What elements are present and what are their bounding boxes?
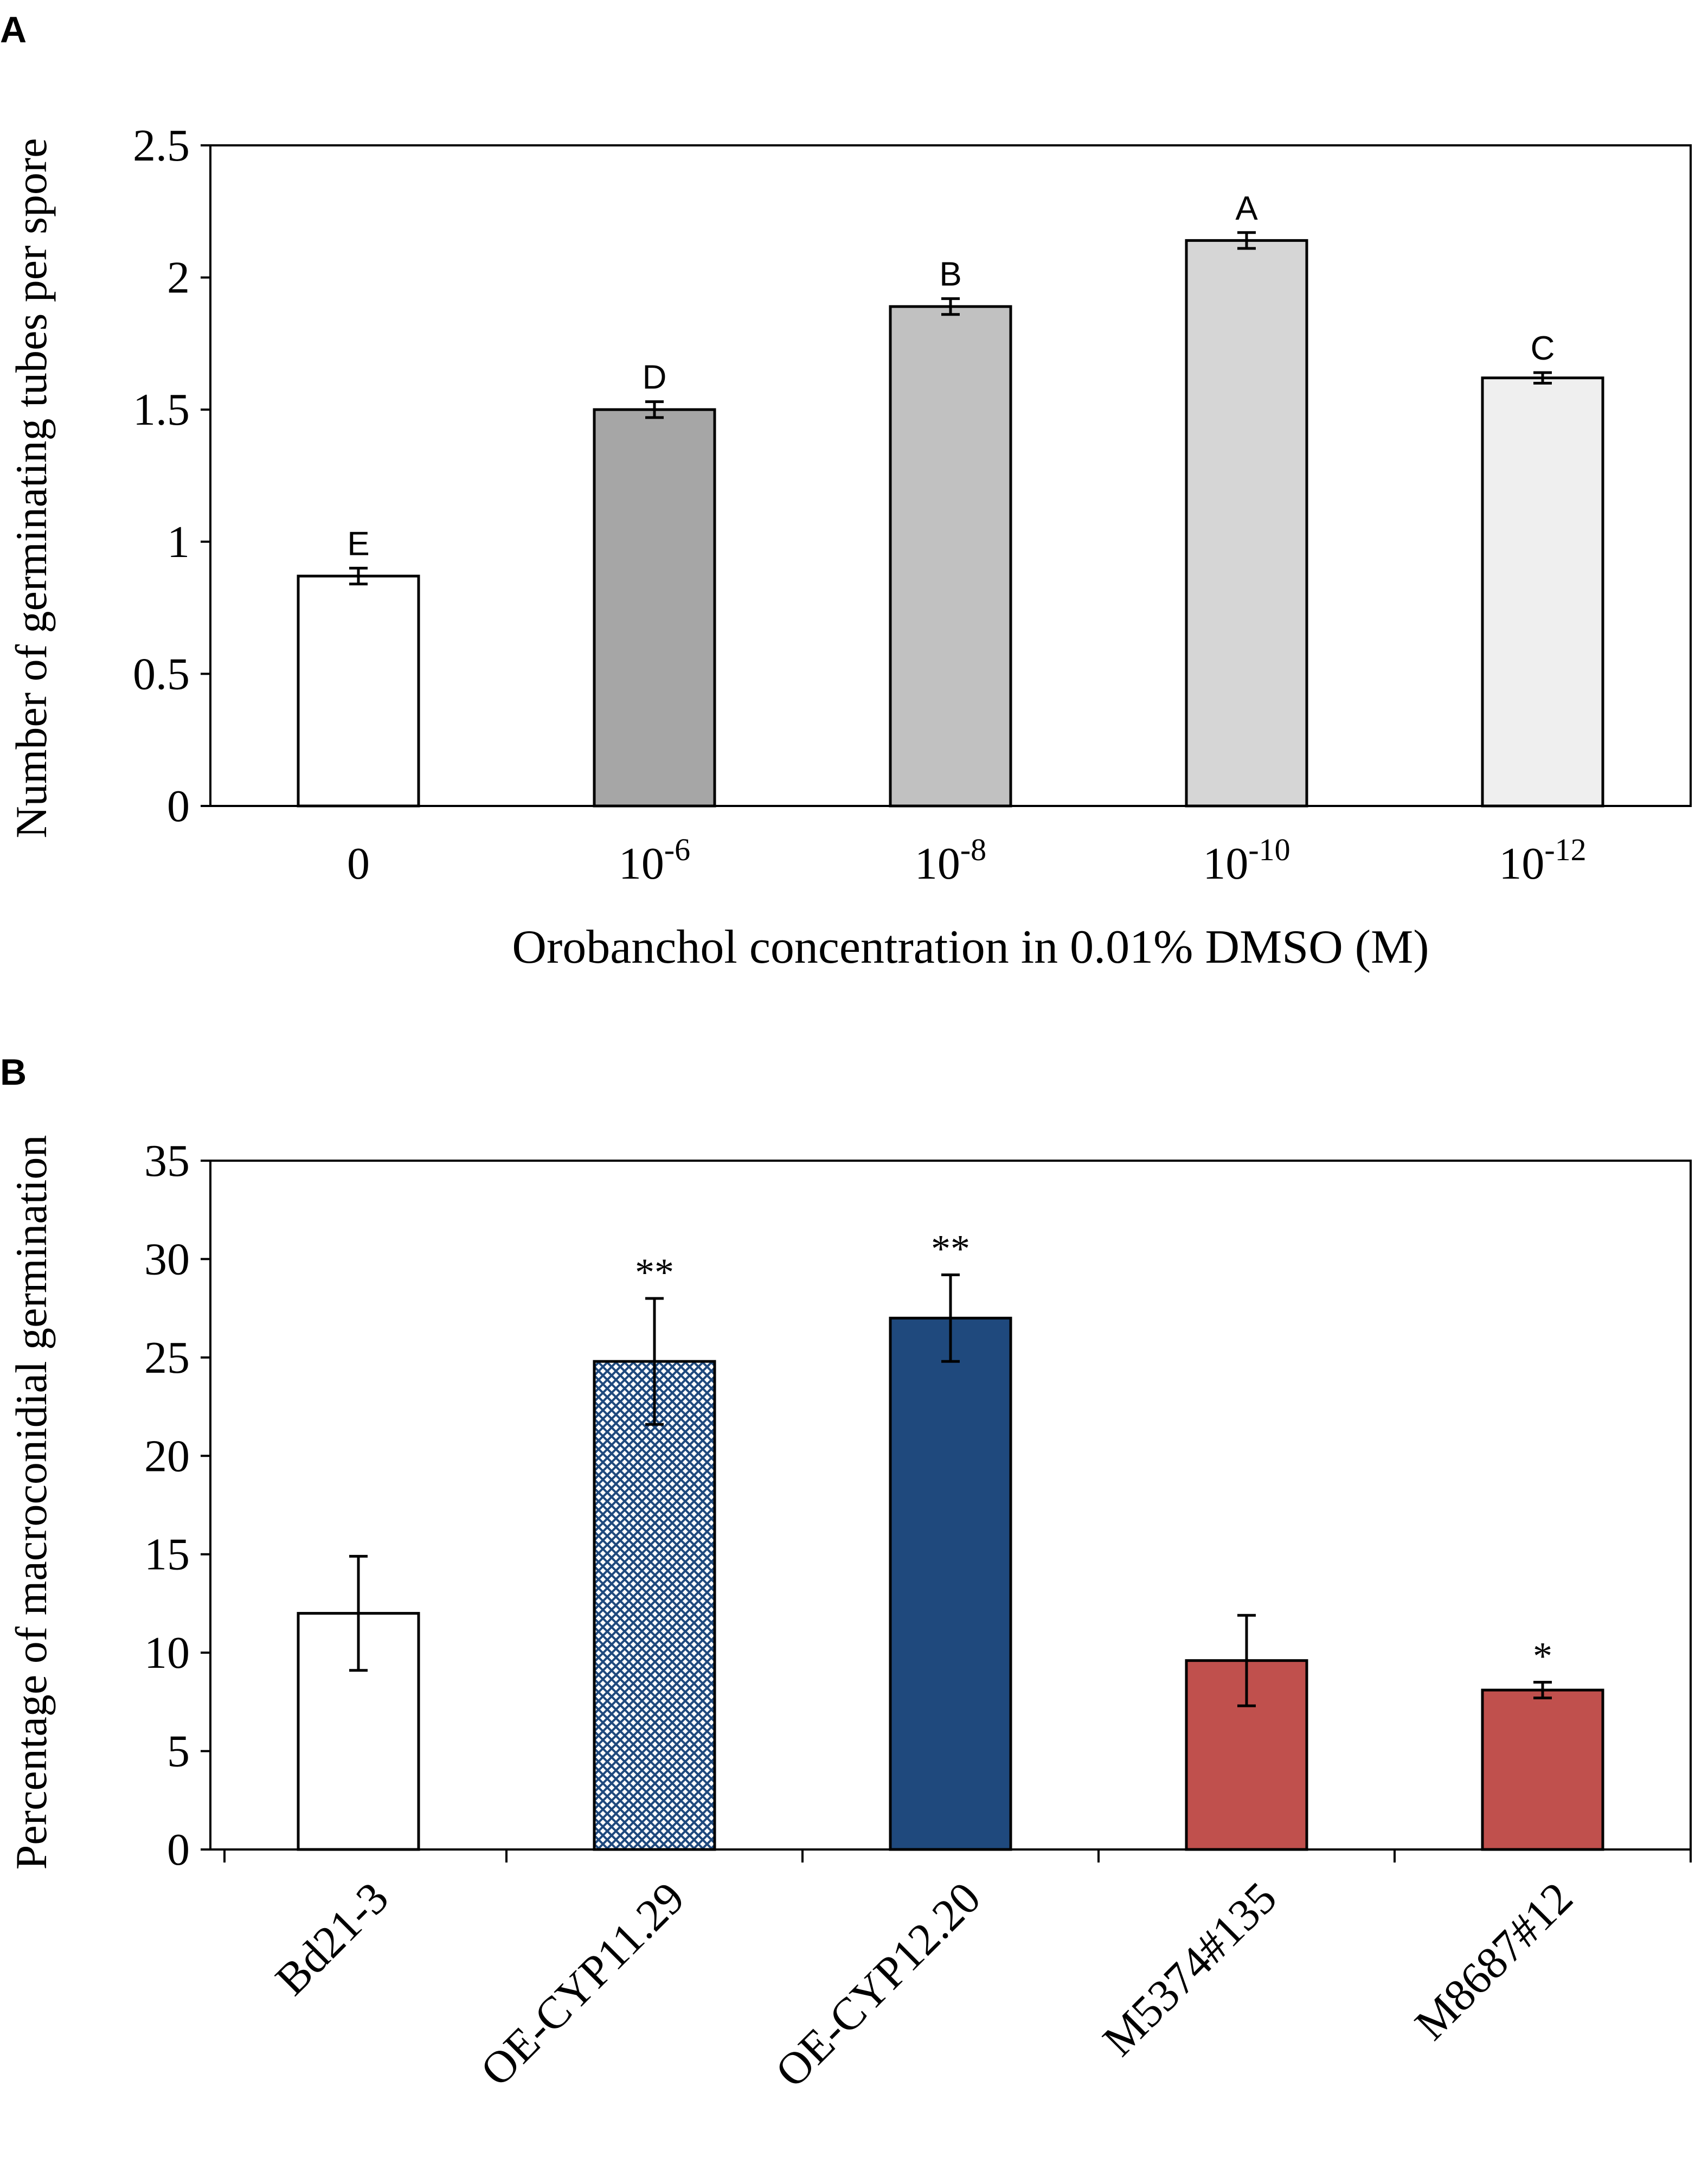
significance-label: E [347,526,369,563]
x-tick-label: M5374#135 [1093,1873,1286,2066]
bar [593,408,716,808]
x-axis-a: 0 10-6 10-8 10-10 10-12 [347,832,1587,889]
y-tick-label: 0 [167,1825,190,1875]
y-tick-label: 2.5 [133,120,190,171]
bars-a: E D B A C [297,190,1604,808]
y-tick-label: 1.5 [133,385,190,435]
significance-label: A [1235,190,1258,227]
significance-label: D [643,359,667,396]
x-tick-label: 0 [347,839,370,889]
x-tick-label: 10-10 [1203,832,1290,889]
y-tick-label: 5 [167,1726,190,1777]
chart-a: 0 0.5 1 1.5 2 2.5 E D B A C 0 10-6 10-8 10-10 10-12 O… [7,120,1692,974]
y-tick-label: 1 [167,517,190,567]
x-tick-label: OE-CYP12.20 [766,1873,991,2097]
significance-label: ** [635,1251,674,1294]
x-axis-b: Bd21-3 OE-CYP11.29 OE-CYP12.20 M5374#135 M86… [223,1849,1692,2097]
y-axis-label-a: Number of germinating tubes per spore [7,138,56,838]
y-axis-b: 0 5 10 15 20 25 30 35 [144,1136,210,1875]
bar [1185,239,1308,808]
significance-label: ** [931,1227,970,1270]
bar [593,1360,716,1851]
x-tick-label: 10-6 [619,832,690,889]
y-axis-label-b: Percentage of macroconidial germination [7,1135,56,1870]
bar [889,305,1012,808]
bar [1481,1688,1604,1851]
x-tick-label: M8687#12 [1405,1873,1582,2050]
y-tick-label: 2 [167,253,190,303]
bar [297,574,420,808]
y-tick-label: 15 [144,1529,190,1580]
significance-label: * [1533,1635,1552,1678]
x-axis-label-a: Orobanchol concentration in 0.01% DMSO (… [512,921,1429,974]
y-tick-label: 20 [144,1431,190,1481]
x-tick-label: OE-CYP11.29 [471,1873,695,2096]
x-tick-label: 10-8 [915,832,986,889]
y-tick-label: 35 [144,1136,190,1186]
y-tick-label: 10 [144,1628,190,1678]
x-tick-label: 10-12 [1499,832,1586,889]
y-tick-label: 0 [167,781,190,831]
y-tick-label: 25 [144,1333,190,1383]
significance-label: B [939,256,961,293]
panel-label-b: B [0,1052,27,1093]
bar [889,1316,1012,1851]
bar [1481,376,1604,808]
y-tick-label: 0.5 [133,649,190,699]
y-axis-a: 0 0.5 1 1.5 2 2.5 [133,120,210,831]
significance-label: C [1531,330,1555,367]
bars-b: ***** [297,1227,1604,1851]
panel-label-a: A [0,9,27,50]
x-tick-label: Bd21-3 [266,1873,398,2005]
y-tick-label: 30 [144,1234,190,1284]
